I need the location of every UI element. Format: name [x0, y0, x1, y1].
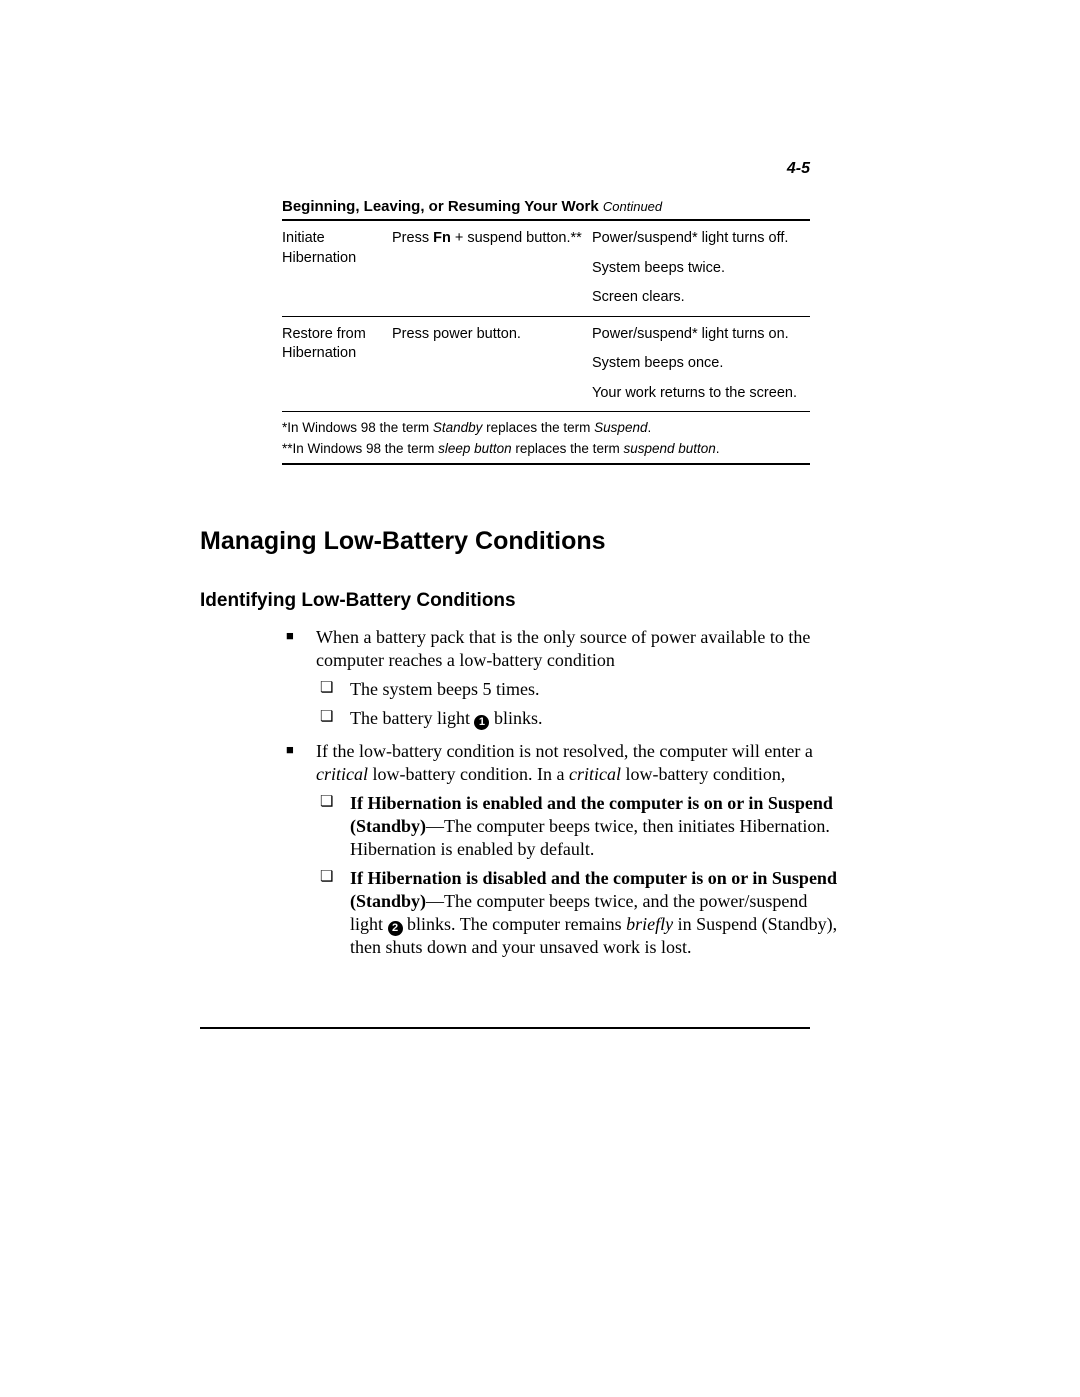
proc-bold: Fn [433, 230, 451, 246]
table-title-continued: Continued [603, 199, 662, 214]
sub-text: blinks. [489, 708, 542, 728]
italic-text: critical [316, 764, 368, 784]
callout-number-icon: 2 [388, 921, 403, 936]
sub-text: blinks. The computer remains [403, 914, 627, 934]
footer-rule [200, 1027, 810, 1029]
procedure-table: Initiate Hibernation Press Fn + suspend … [282, 221, 810, 316]
task-cell: Initiate Hibernation [282, 221, 392, 316]
footnote-2: **In Windows 98 the term sleep button re… [282, 439, 810, 459]
result-line: Your work returns to the screen. [592, 384, 804, 404]
proc-pre: Press [392, 230, 433, 246]
sub-list: The system beeps 5 times. The battery li… [316, 678, 840, 730]
result-cell: Power/suspend* light turns off. System b… [592, 221, 810, 316]
table-title-text: Beginning, Leaving, or Resuming Your Wor… [282, 198, 599, 215]
sub-text: The battery light [350, 708, 474, 728]
footnote-1: *In Windows 98 the term Standby replaces… [282, 418, 810, 438]
result-line: Power/suspend* light turns off. [592, 229, 804, 259]
fn-text: **In Windows 98 the term [282, 441, 438, 456]
fn-italic: Standby [433, 420, 483, 435]
bullet-text: low-battery condition, [621, 764, 785, 784]
table-footnotes: *In Windows 98 the term Standby replaces… [282, 412, 810, 463]
bullet-text: When a battery pack that is the only sou… [316, 627, 810, 670]
fn-text: . [647, 420, 651, 435]
section-heading: Managing Low-Battery Conditions [200, 527, 840, 556]
fn-italic: suspend button [623, 441, 715, 456]
table-rule-bottom2 [282, 463, 810, 465]
result-line: System beeps twice. [592, 259, 804, 289]
list-item: When a battery pack that is the only sou… [282, 626, 840, 730]
procedure-cell: Press power button. [392, 317, 592, 412]
table-row: Restore from Hibernation Press power but… [282, 317, 810, 412]
fn-text: replaces the term [482, 420, 594, 435]
procedure-cell: Press Fn + suspend button.** [392, 221, 592, 316]
bullet-text: low-battery condition. In a [368, 764, 569, 784]
subsection-heading: Identifying Low-Battery Conditions [200, 590, 840, 612]
list-item: The system beeps 5 times. [316, 678, 840, 701]
result-line: Screen clears. [592, 288, 804, 308]
list-item: The battery light 1 blinks. [316, 707, 840, 730]
fn-italic: sleep button [438, 441, 512, 456]
bullet-list: When a battery pack that is the only sou… [282, 626, 840, 959]
fn-text: *In Windows 98 the term [282, 420, 433, 435]
table-title: Beginning, Leaving, or Resuming Your Wor… [282, 198, 810, 219]
result-cell: Power/suspend* light turns on. System be… [592, 317, 810, 412]
result-line: Power/suspend* light turns on. [592, 325, 804, 355]
bullet-text: If the low-battery condition is not reso… [316, 741, 813, 761]
list-item: If Hibernation is enabled and the comput… [316, 792, 840, 861]
fn-text: replaces the term [512, 441, 624, 456]
work-table: Beginning, Leaving, or Resuming Your Wor… [282, 198, 810, 465]
proc-post: + suspend button.** [451, 230, 582, 246]
table-row: Initiate Hibernation Press Fn + suspend … [282, 221, 810, 316]
italic-text: critical [569, 764, 621, 784]
callout-number-icon: 1 [474, 715, 489, 730]
italic-text: briefly [626, 914, 673, 934]
proc-pre: Press power button. [392, 326, 521, 342]
fn-text: . [716, 441, 720, 456]
result-line: System beeps once. [592, 354, 804, 384]
sub-list: If Hibernation is enabled and the comput… [316, 792, 840, 959]
list-item: If Hibernation is disabled and the compu… [316, 867, 840, 959]
fn-italic: Suspend [594, 420, 647, 435]
body-content: When a battery pack that is the only sou… [282, 626, 840, 959]
list-item: If the low-battery condition is not reso… [282, 740, 840, 959]
document-page: 4-5 Beginning, Leaving, or Resuming Your… [0, 0, 1080, 1397]
procedure-table: Restore from Hibernation Press power but… [282, 317, 810, 412]
page-number: 4-5 [787, 160, 810, 178]
task-cell: Restore from Hibernation [282, 317, 392, 412]
